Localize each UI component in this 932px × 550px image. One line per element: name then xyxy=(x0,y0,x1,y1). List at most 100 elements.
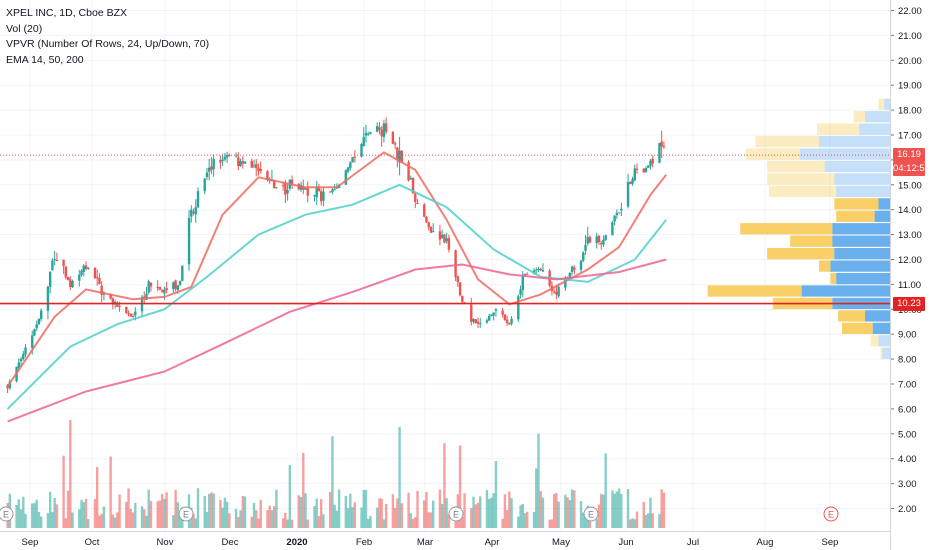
candle-body xyxy=(259,168,262,171)
volume-bar xyxy=(492,493,495,528)
candle-body xyxy=(360,143,363,157)
earnings-marker-circle xyxy=(178,506,194,522)
y-tick-label: 2.00 xyxy=(898,504,917,515)
candle-body xyxy=(651,158,654,164)
candle-body xyxy=(64,266,68,278)
legend-symbol[interactable]: XPEL INC, 1D, Cboe BZX xyxy=(6,7,127,19)
volume-bar xyxy=(597,504,601,528)
volume-bar xyxy=(118,494,121,528)
volume-bar xyxy=(548,519,551,528)
candle-body xyxy=(584,244,587,251)
volume-bar xyxy=(396,498,399,528)
volume-bar xyxy=(360,507,363,528)
vpvr-up-bar xyxy=(830,260,890,272)
volume-bar xyxy=(432,500,435,528)
candle-body xyxy=(55,260,59,262)
candle-body xyxy=(302,186,305,190)
legend: XPEL INC, 1D, Cboe BZX Vol (20) VPVR (Nu… xyxy=(6,6,209,68)
candle-body xyxy=(225,155,229,158)
volume-bar xyxy=(212,493,215,528)
candle-body xyxy=(98,277,101,285)
candle-body xyxy=(519,289,522,295)
volume-bar xyxy=(24,513,27,528)
candle-body xyxy=(649,160,652,167)
candle-body xyxy=(187,217,191,265)
volume-bar xyxy=(443,443,446,528)
volume-bar xyxy=(626,489,630,528)
volume-bar xyxy=(46,512,50,528)
legend-ema[interactable]: EMA 14, 50, 200 xyxy=(6,53,84,66)
volume-bar xyxy=(568,500,572,528)
volume-bar xyxy=(228,513,231,528)
volume-bar xyxy=(317,516,321,528)
vpvr-up-bar xyxy=(878,198,890,210)
volume-bar xyxy=(129,509,132,528)
candle-body xyxy=(344,170,348,185)
vpvr-down-bar xyxy=(818,260,831,272)
candle-body xyxy=(172,282,175,290)
y-tick-label: 3.00 xyxy=(898,479,917,490)
vpvr-up-bar xyxy=(859,123,890,135)
candle-body xyxy=(384,123,388,132)
volume-bar xyxy=(272,506,276,528)
volume-bar xyxy=(427,512,430,528)
legend-volume[interactable]: Vol (20) xyxy=(6,22,43,35)
candle-body xyxy=(380,129,383,137)
volume-bar xyxy=(600,493,603,528)
candle-body xyxy=(367,134,370,136)
candle-body xyxy=(156,287,159,289)
volume-profile xyxy=(707,98,890,359)
candle-body xyxy=(51,260,54,271)
candle-body xyxy=(118,306,121,308)
candle-body xyxy=(382,123,386,137)
volume-bar xyxy=(149,501,153,528)
candle-body xyxy=(48,271,52,287)
volume-bar xyxy=(537,433,540,528)
candle-body xyxy=(194,207,197,215)
earnings-marker: E xyxy=(448,506,464,522)
horizontal-line-tag: 10.23 xyxy=(893,296,925,311)
bar-countdown-tag: 04:12:55 xyxy=(893,162,930,177)
vpvr-down-bar xyxy=(838,310,866,322)
volume-bar xyxy=(250,516,253,528)
candle-body xyxy=(620,208,623,211)
candle-body xyxy=(275,187,278,189)
candle-body xyxy=(31,335,34,348)
volume-bar xyxy=(461,516,464,528)
vpvr-down-bar xyxy=(836,210,875,222)
vpvr-up-bar xyxy=(882,347,890,359)
volume-bar xyxy=(346,508,350,528)
candle-body xyxy=(642,168,645,173)
volume-bar xyxy=(393,508,397,528)
x-tick-label: Feb xyxy=(356,537,372,548)
candle-body xyxy=(458,282,462,296)
vpvr-up-bar xyxy=(832,223,890,235)
volume-bar xyxy=(521,504,524,528)
candle-body xyxy=(178,280,182,286)
earnings-marker-label: E xyxy=(828,510,834,520)
volume-bar xyxy=(306,519,309,528)
candle-body xyxy=(19,358,23,362)
vpvr-up-bar xyxy=(872,322,890,334)
candle-body xyxy=(456,276,460,283)
candle-body xyxy=(257,168,260,172)
candle-body xyxy=(440,234,444,239)
volume-bar xyxy=(147,489,150,528)
volume-bar xyxy=(51,512,54,528)
candle-body xyxy=(508,323,511,325)
volume-bar xyxy=(268,505,271,528)
candle-body xyxy=(564,277,567,288)
legend-vpvr[interactable]: VPVR (Number Of Rows, 24, Up/Down, 70) xyxy=(6,38,210,50)
volume-bar xyxy=(125,501,128,528)
volume-bar xyxy=(635,511,639,528)
candle-body xyxy=(432,231,435,233)
volume-bar xyxy=(526,511,529,528)
volume-bar xyxy=(203,495,206,528)
vpvr-down-bar xyxy=(767,160,825,173)
volume-bar xyxy=(602,494,605,528)
candle-body xyxy=(116,302,119,307)
volume-bar xyxy=(53,497,56,528)
candle-body xyxy=(369,132,372,134)
candle-body xyxy=(535,269,538,271)
